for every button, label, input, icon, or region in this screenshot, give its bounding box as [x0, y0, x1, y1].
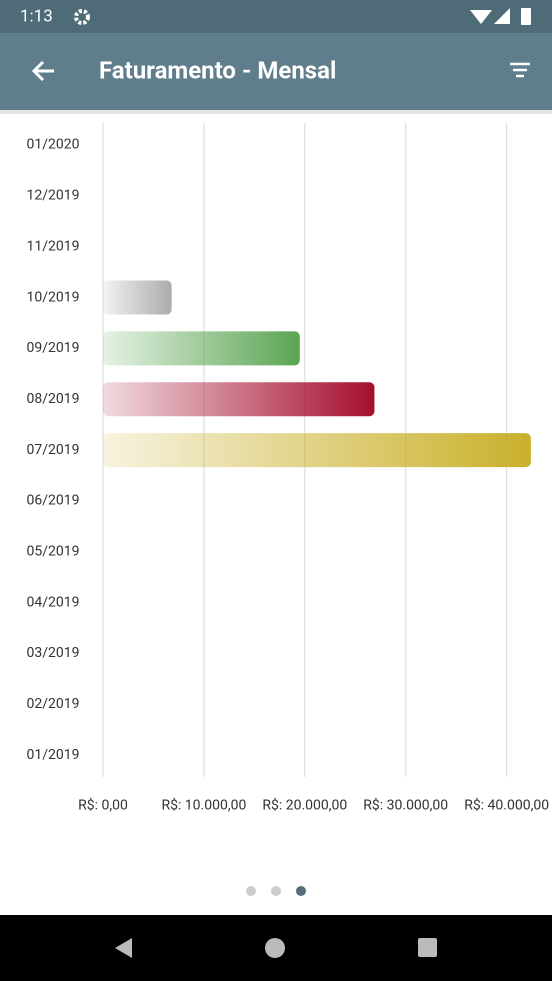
y-tick-label: 08/2019: [27, 391, 80, 407]
y-tick-label: 07/2019: [27, 442, 80, 458]
x-tick-label: R$: 20.000,00: [262, 797, 347, 814]
y-tick-label: 10/2019: [27, 289, 80, 305]
bar: [103, 433, 531, 468]
y-tick-label: 03/2019: [27, 645, 80, 661]
filter-button[interactable]: [510, 62, 530, 78]
y-tick-label: 12/2019: [27, 188, 80, 204]
x-tick-label: R$: 0,00: [78, 797, 128, 814]
y-tick-label: 09/2019: [27, 340, 80, 356]
y-tick-label: 05/2019: [27, 544, 80, 560]
app-title: Faturamento - Mensal: [99, 56, 336, 84]
y-tick-label: 02/2019: [27, 696, 80, 712]
status-bar: [0, 0, 552, 33]
app-bar: [0, 33, 552, 110]
x-tick-label: R$: 10.000,00: [161, 797, 246, 814]
page-dot[interactable]: [246, 886, 256, 896]
battery-icon: [521, 8, 531, 25]
page-dot-active[interactable]: [296, 886, 306, 896]
wifi-icon: [470, 10, 492, 24]
page-dot[interactable]: [271, 886, 281, 896]
x-tick-label: R$: 40.000,00: [464, 797, 549, 814]
nav-back[interactable]: [115, 938, 132, 958]
y-tick-label: 04/2019: [27, 594, 80, 610]
settings-icon: [74, 9, 90, 25]
status-time: 1:13: [20, 6, 53, 26]
app-bar-shadow: [0, 110, 552, 114]
y-tick-label: 11/2019: [27, 238, 80, 254]
nav-home[interactable]: [265, 938, 285, 958]
x-tick-label: R$: 30.000,00: [363, 797, 448, 814]
y-tick-label: 06/2019: [27, 493, 80, 509]
y-tick-label: 01/2019: [27, 747, 80, 763]
bar: [103, 331, 300, 366]
back-button[interactable]: [31, 60, 54, 82]
signal-icon: [494, 8, 510, 24]
nav-recents[interactable]: [418, 938, 437, 957]
chart: R$: 0,00 R$: 10.000,00 R$: 20.000,00 R$: 30…: [27, 123, 549, 814]
bar: [103, 280, 172, 315]
y-tick-label: 01/2020: [27, 137, 80, 153]
bar: [103, 382, 375, 417]
